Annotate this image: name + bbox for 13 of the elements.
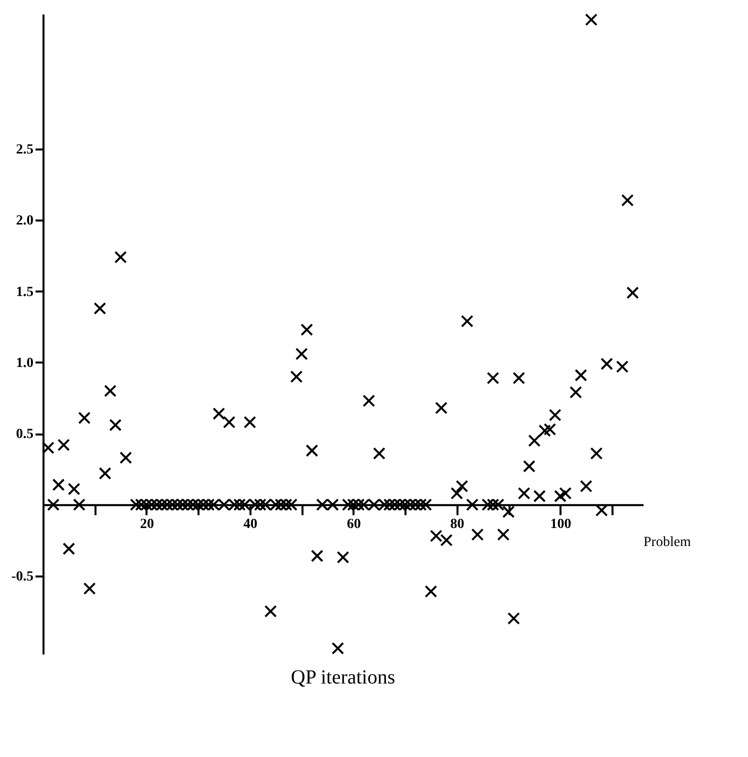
x-tick-label: 60 — [346, 517, 361, 532]
y-tick-label: 1.5 — [16, 284, 34, 300]
y-tick-label: 2.5 — [16, 142, 34, 158]
y-tick-label: 0.5 — [16, 427, 34, 442]
text: QP iterations — [290, 666, 396, 689]
y-tick-label: 1.0 — [16, 356, 34, 371]
x-tick-label: 20 — [140, 517, 154, 532]
x-axis-title: Problem — [644, 535, 692, 550]
x-tick-label: 80 — [450, 517, 464, 532]
x-tick-label: 40 — [243, 517, 258, 532]
y-tick-label: 2.0 — [16, 214, 34, 229]
x-tick-label: 100 — [550, 517, 572, 532]
y-tick-label: -0.5 — [11, 569, 34, 584]
